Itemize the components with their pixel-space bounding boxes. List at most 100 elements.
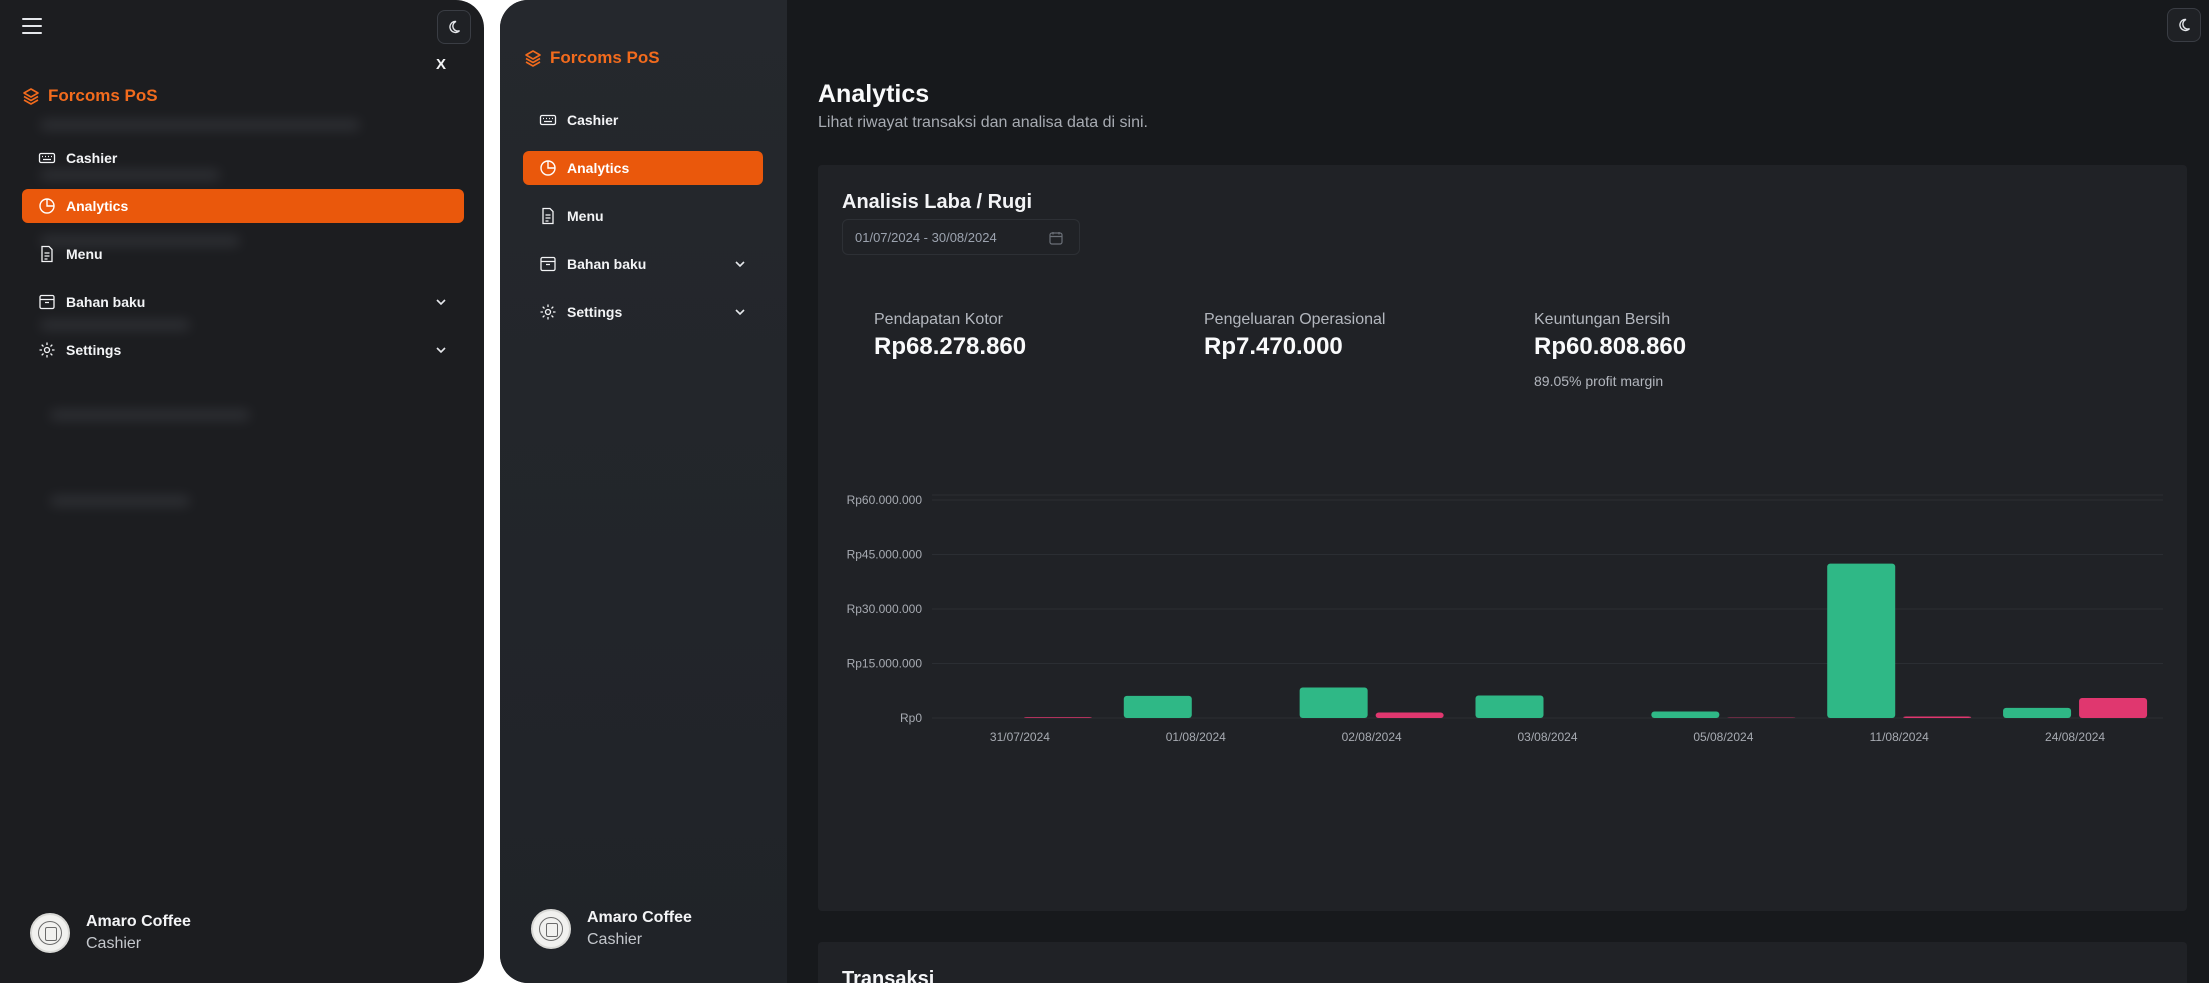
x-tick-label: 05/08/2024 xyxy=(1693,730,1753,744)
nav-item-label: Cashier xyxy=(66,150,118,166)
card-title: Analisis Laba / Rugi xyxy=(842,191,1033,213)
nav-item-analytics[interactable]: Analytics xyxy=(22,189,464,223)
avatar xyxy=(531,909,571,949)
profit-loss-card: Analisis Laba / Rugi 01/07/2024 - 30/08/… xyxy=(818,165,2187,911)
metric-label: Pengeluaran Operasional xyxy=(1204,311,1386,328)
x-tick-label: 31/07/2024 xyxy=(990,730,1050,744)
metric-label: Pendapatan Kotor xyxy=(874,311,1003,328)
chevron-down-icon xyxy=(436,347,446,354)
user-profile[interactable]: Amaro Coffee Cashier xyxy=(30,913,191,953)
profit-margin-note: 89.05% profit margin xyxy=(1534,373,1664,389)
income-bar[interactable] xyxy=(1827,563,1896,718)
gear-icon xyxy=(38,341,56,359)
nav-item-menu[interactable]: Menu xyxy=(523,199,763,233)
y-tick-label: Rp30.000.000 xyxy=(847,602,923,616)
expense-bar[interactable] xyxy=(1375,712,1444,718)
archive-icon xyxy=(539,255,557,273)
brand-name: Forcoms PoS xyxy=(550,48,660,67)
keyboard-icon xyxy=(38,149,56,167)
document-icon xyxy=(38,245,56,263)
metric-value: Rp68.278.860 xyxy=(874,333,1027,360)
nav-item-label: Settings xyxy=(66,342,122,358)
nav-item-settings[interactable]: Settings xyxy=(523,295,763,329)
income-bar[interactable] xyxy=(1299,687,1368,718)
card-title: Transaksi xyxy=(842,968,935,983)
expense-bar[interactable] xyxy=(1903,716,1972,718)
sidebar: Forcoms PoS Cashier Analytics Menu Bahan ba… xyxy=(500,0,787,983)
brand-name: Forcoms PoS xyxy=(48,86,158,105)
nav-item-bahan-baku[interactable]: Bahan baku xyxy=(22,285,464,319)
brand[interactable]: Forcoms PoS xyxy=(22,86,158,106)
brand[interactable]: Forcoms PoS xyxy=(524,48,660,68)
date-range-picker[interactable]: 01/07/2024 - 30/08/2024 xyxy=(842,219,1080,255)
y-tick-label: Rp0 xyxy=(900,711,922,725)
x-tick-label: 03/08/2024 xyxy=(1517,730,1577,744)
blurred-background xyxy=(0,0,484,983)
nav-item-bahan-baku[interactable]: Bahan baku xyxy=(523,247,763,281)
nav-item-label: Analytics xyxy=(66,198,129,214)
y-tick-label: Rp15.000.000 xyxy=(847,657,923,671)
user-name: Amaro Coffee xyxy=(587,909,692,926)
user-name: Amaro Coffee xyxy=(86,913,191,930)
date-range-value: 01/07/2024 - 30/08/2024 xyxy=(855,229,997,245)
x-tick-label: 01/08/2024 xyxy=(1166,730,1226,744)
document-icon xyxy=(539,207,557,225)
page-title: Analytics xyxy=(818,80,930,108)
nav-item-label: Bahan baku xyxy=(567,256,647,272)
gross-revenue-metric: Pendapatan Kotor Rp68.278.860 xyxy=(874,311,1026,361)
nav-item-cashier[interactable]: Cashier xyxy=(22,141,464,175)
expense-bar[interactable] xyxy=(2079,698,2148,718)
expense-bar[interactable] xyxy=(1023,717,1092,718)
pie-chart-icon xyxy=(539,159,557,177)
pie-chart-icon xyxy=(38,197,56,215)
chevron-down-icon xyxy=(735,309,745,316)
moon-icon xyxy=(2179,18,2191,32)
y-tick-label: Rp45.000.000 xyxy=(847,548,923,562)
transactions-card: Transaksi xyxy=(818,942,2187,983)
income-bar[interactable] xyxy=(1651,711,1720,718)
theme-toggle-button[interactable] xyxy=(2167,8,2201,42)
nav-item-menu[interactable]: Menu xyxy=(22,237,464,271)
avatar xyxy=(30,913,70,953)
moon-icon xyxy=(449,20,461,34)
calendar-icon xyxy=(1049,232,1063,245)
keyboard-icon xyxy=(539,111,557,129)
income-bar[interactable] xyxy=(1475,695,1544,718)
nav-item-label: Settings xyxy=(567,304,623,320)
archive-icon xyxy=(38,293,56,311)
chevron-down-icon xyxy=(436,299,446,306)
x-tick-label: 24/08/2024 xyxy=(2045,730,2105,744)
nav-item-label: Menu xyxy=(567,208,604,224)
gear-icon xyxy=(539,303,557,321)
main-content: Analytics Lihat riwayat transaksi dan an… xyxy=(787,0,2209,983)
mobile-drawer: X Forcoms PoS Cashier Analytics Menu Bahan … xyxy=(0,0,484,983)
nav-item-settings[interactable]: Settings xyxy=(22,333,464,367)
y-tick-label: Rp60.000.000 xyxy=(847,493,923,507)
profit-loss-bar-chart: Rp0 Rp15.000.000 Rp30.000.000 Rp45.000.000 R… xyxy=(847,493,2163,744)
nav-item-label: Analytics xyxy=(567,160,630,176)
user-profile[interactable]: Amaro Coffee Cashier xyxy=(531,909,692,949)
page-subtitle: Lihat riwayat transaksi dan analisa data… xyxy=(818,114,1148,131)
nav-item-label: Bahan baku xyxy=(66,294,146,310)
hamburger-menu-icon[interactable] xyxy=(22,18,42,34)
close-drawer-button[interactable]: X xyxy=(436,56,447,73)
x-tick-label: 02/08/2024 xyxy=(1342,730,1402,744)
nav-item-label: Menu xyxy=(66,246,103,262)
nav-item-label: Cashier xyxy=(567,112,619,128)
layers-logo-icon xyxy=(525,50,541,67)
nav-item-analytics[interactable]: Analytics xyxy=(523,151,763,185)
income-bar[interactable] xyxy=(2003,707,2072,718)
operating-expense-metric: Pengeluaran Operasional Rp7.470.000 xyxy=(1204,311,1385,361)
income-bar[interactable] xyxy=(1123,695,1192,718)
x-tick-label: 11/08/2024 xyxy=(1870,730,1929,744)
theme-toggle-button[interactable] xyxy=(437,10,471,44)
metric-value: Rp60.808.860 xyxy=(1534,333,1687,360)
user-role: Cashier xyxy=(587,931,643,948)
chevron-down-icon xyxy=(735,261,745,268)
layers-logo-icon xyxy=(23,88,39,105)
metric-label: Keuntungan Bersih xyxy=(1534,311,1671,328)
nav-item-cashier[interactable]: Cashier xyxy=(523,103,763,137)
metric-value: Rp7.470.000 xyxy=(1204,333,1343,360)
user-role: Cashier xyxy=(86,935,142,952)
